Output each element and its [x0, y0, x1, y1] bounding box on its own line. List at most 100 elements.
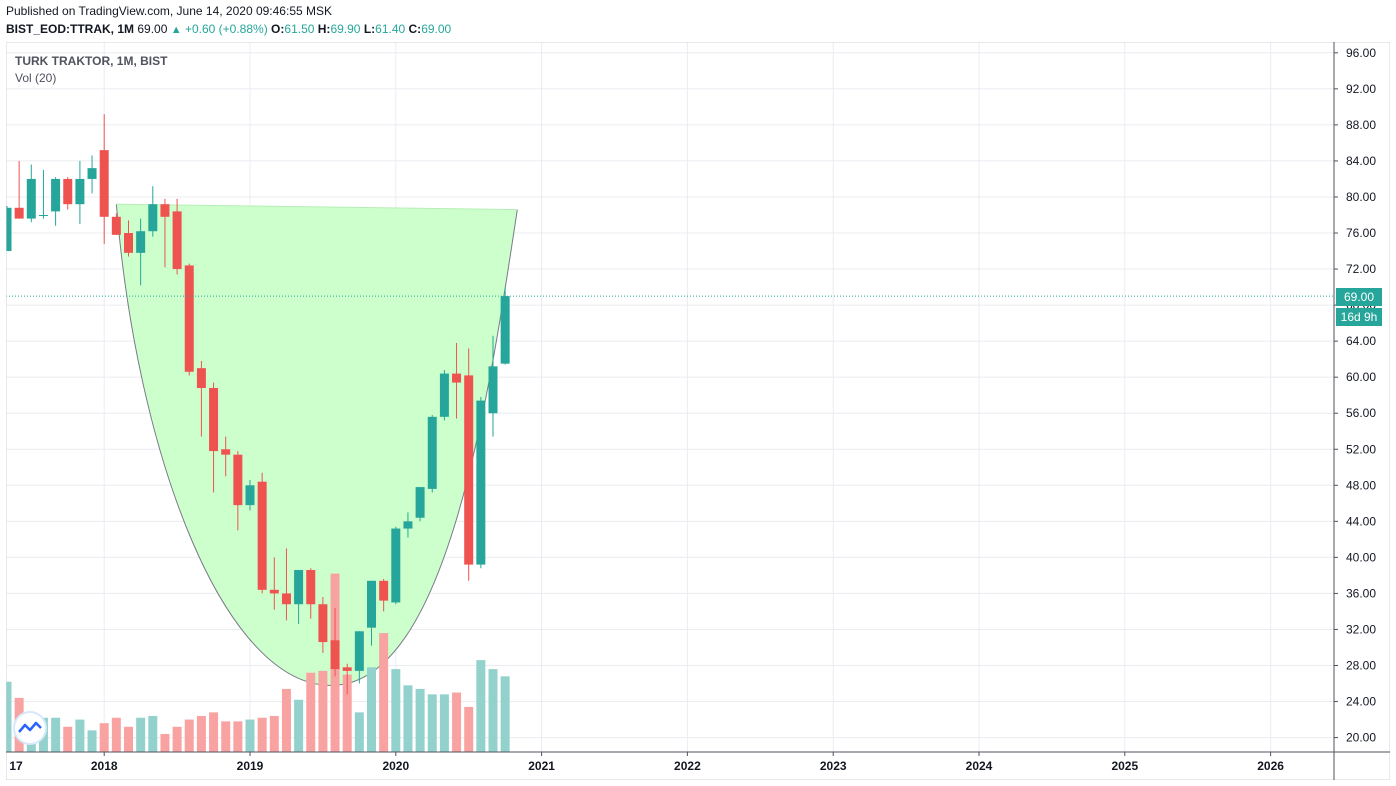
- volume-bar: [403, 685, 413, 752]
- time-tick-label: 2026: [1257, 759, 1284, 773]
- candle-body: [196, 368, 206, 388]
- candle-body: [26, 178, 36, 219]
- volume-bar: [342, 674, 352, 752]
- volume-bar: [160, 733, 170, 752]
- legend-volume: Vol (20): [15, 71, 56, 85]
- price-tick-label: 24.00: [1346, 695, 1376, 709]
- price-tick-label: 36.00: [1346, 586, 1376, 600]
- price-tag: 69.00 16d 9h: [1336, 288, 1382, 326]
- time-tick-label: 17: [9, 759, 23, 773]
- countdown-box: [1336, 308, 1382, 326]
- cup-pattern: [115, 203, 518, 686]
- price-tag-value: 69.00: [1344, 290, 1374, 304]
- cup-fill: [116, 204, 518, 686]
- time-tick-label: 2023: [820, 759, 847, 773]
- price-tick-label: 96.00: [1346, 46, 1376, 60]
- low-label: L:: [363, 22, 376, 36]
- candle-body: [354, 631, 364, 671]
- published-line: Published on TradingView.com, June 14, 2…: [6, 4, 332, 18]
- time-tick-label: 2025: [1111, 759, 1138, 773]
- time-tick-label: 2020: [382, 759, 409, 773]
- volume-bar: [184, 719, 194, 752]
- volume-bar: [2, 681, 12, 752]
- price-tick-label: 20.00: [1346, 731, 1376, 745]
- candle-body: [306, 569, 316, 605]
- volume-bar: [233, 721, 243, 752]
- time-tick-label: 2019: [237, 759, 264, 773]
- volume-bar: [209, 712, 219, 752]
- price-tick-label: 32.00: [1346, 622, 1376, 636]
- volume-bar: [281, 688, 291, 752]
- volume-bar: [87, 730, 97, 752]
- candle-body: [87, 168, 97, 179]
- price-tick-label: 44.00: [1346, 514, 1376, 528]
- candle-body: [403, 521, 413, 529]
- volume-bar: [221, 721, 231, 752]
- candle-body: [2, 207, 12, 252]
- countdown-value: 16d 9h: [1341, 310, 1378, 324]
- volume-bar: [391, 669, 401, 752]
- price-tick-label: 56.00: [1346, 406, 1376, 420]
- price-tick-label: 72.00: [1346, 262, 1376, 276]
- candle-body: [379, 580, 389, 601]
- volume-bar: [99, 723, 109, 752]
- candle-body: [148, 204, 158, 232]
- price-tick-label: 88.00: [1346, 118, 1376, 132]
- candle-body: [233, 454, 243, 506]
- volume-bar: [111, 717, 121, 752]
- price-tick-label: 52.00: [1346, 442, 1376, 456]
- volume-bar: [452, 692, 462, 752]
- candle-body: [75, 178, 85, 205]
- high-label: H:: [317, 22, 331, 36]
- candle-body: [488, 366, 498, 414]
- volume-bar: [51, 717, 61, 752]
- volume-bar: [245, 719, 255, 752]
- candle-body: [245, 485, 255, 506]
- candle-body: [439, 373, 449, 417]
- up-arrow-icon: ▲: [170, 24, 182, 36]
- volume-bar: [196, 715, 206, 752]
- volume-bar: [172, 726, 182, 752]
- volume-bar: [318, 670, 328, 752]
- price-tick-label: 28.00: [1346, 659, 1376, 673]
- candle-body: [269, 589, 279, 594]
- close-value: 69.00: [421, 22, 452, 36]
- volume-bar: [464, 706, 474, 752]
- candle-body: [367, 580, 376, 628]
- candle-body: [184, 265, 194, 372]
- candle-body: [330, 640, 340, 670]
- candle-body: [476, 400, 486, 565]
- volume-bar: [148, 715, 158, 752]
- price-chart[interactable]: 96.0092.0088.0084.0080.0076.0072.0068.00…: [2, 41, 1391, 781]
- price-tick-label: 40.00: [1346, 550, 1376, 564]
- chart-frame[interactable]: 96.0092.0088.0084.0080.0076.0072.0068.00…: [2, 41, 1391, 781]
- candle-body: [160, 204, 170, 217]
- volume-bar: [367, 667, 376, 752]
- volume-bar: [415, 688, 425, 752]
- volume-bar: [75, 719, 85, 752]
- candle-body: [172, 211, 182, 270]
- price-tick-label: 48.00: [1346, 478, 1376, 492]
- time-tick-label: 2021: [528, 759, 555, 773]
- candle-body: [391, 528, 401, 603]
- volume-bar: [136, 717, 146, 752]
- candle-body: [221, 449, 231, 455]
- volume-bar: [500, 676, 510, 752]
- price-change: +0.60 (+0.88%): [184, 22, 268, 36]
- candles: [2, 114, 510, 695]
- candle-body: [111, 216, 121, 235]
- open-label: O:: [271, 22, 285, 36]
- candle-body: [294, 569, 304, 605]
- candle-body: [124, 233, 133, 253]
- time-axis[interactable]: 17 2018 2019 2020 2021 2022 2023 2024 2025 2026: [9, 752, 1284, 773]
- low-value: 61.40: [375, 22, 406, 36]
- symbol-name: BIST_EOD:TTRAK, 1M: [6, 22, 135, 36]
- candle-body: [51, 178, 61, 212]
- candle-body: [318, 604, 328, 643]
- price-tick-label: 80.00: [1346, 190, 1376, 204]
- tradingview-logo-icon[interactable]: [13, 711, 47, 745]
- volume-bar: [476, 660, 486, 752]
- close-label: C:: [408, 22, 422, 36]
- price-axis[interactable]: 96.0092.0088.0084.0080.0076.0072.0068.00…: [1334, 46, 1376, 745]
- legend-title: TURK TRAKTOR, 1M, BIST: [15, 54, 168, 68]
